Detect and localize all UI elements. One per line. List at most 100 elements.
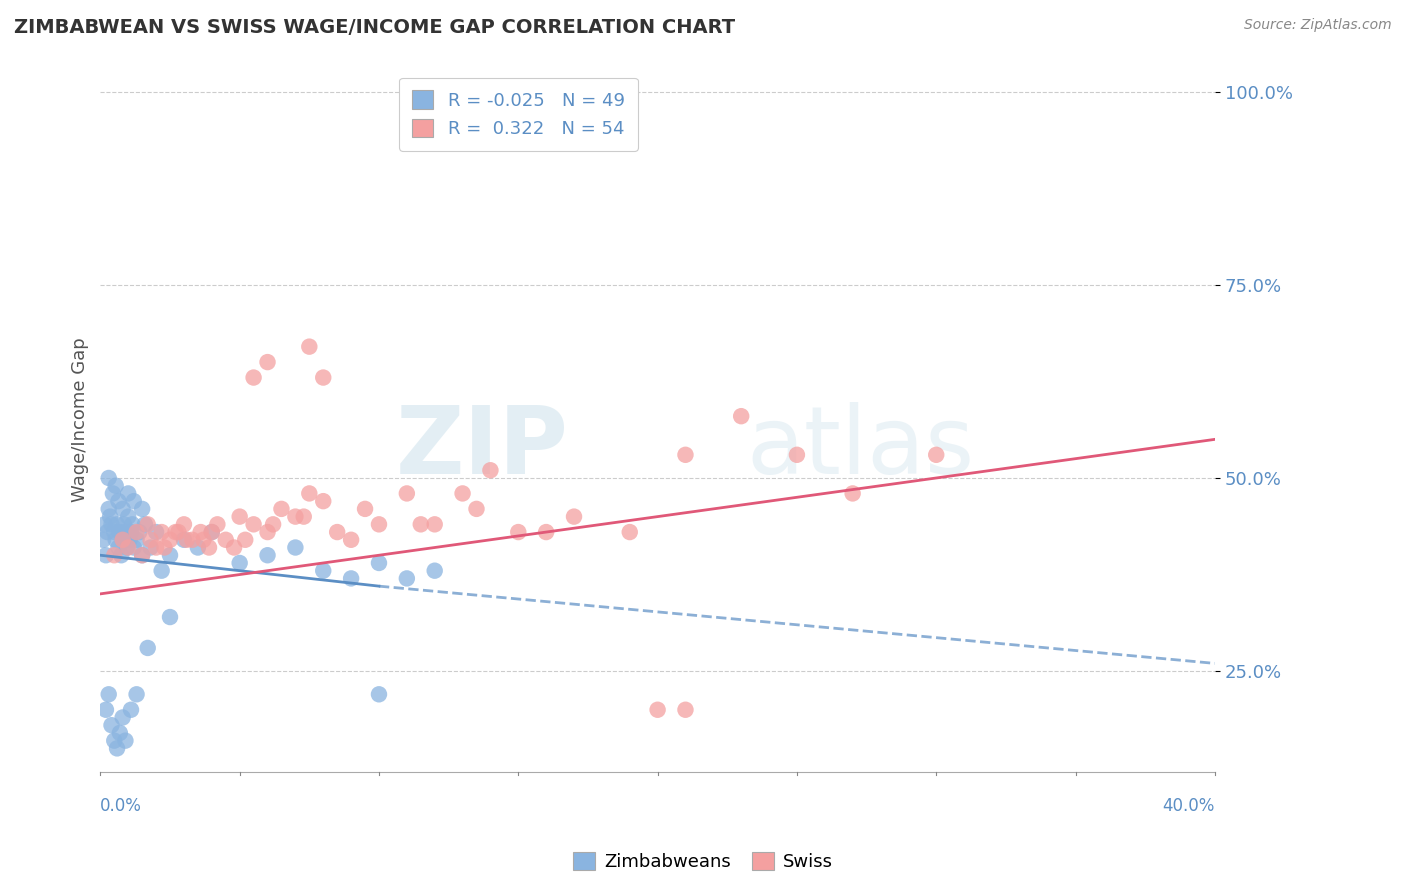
Point — [173, 517, 195, 532]
Point — [100, 718, 122, 732]
Point — [479, 463, 502, 477]
Point — [465, 501, 488, 516]
Point — [103, 548, 125, 562]
Point — [134, 517, 156, 532]
Point — [298, 486, 321, 500]
Point — [201, 524, 224, 539]
Point — [534, 524, 557, 539]
Point — [93, 517, 115, 532]
Point — [104, 533, 127, 547]
Point — [193, 533, 215, 547]
Point — [368, 556, 391, 570]
Point — [298, 340, 321, 354]
Point — [284, 541, 307, 555]
Legend: R = -0.025   N = 49, R =  0.322   N = 54: R = -0.025 N = 49, R = 0.322 N = 54 — [399, 78, 637, 151]
Point — [187, 541, 209, 555]
Point — [312, 564, 335, 578]
Point — [108, 726, 131, 740]
Point — [451, 486, 474, 500]
Point — [159, 610, 181, 624]
Point — [201, 524, 224, 539]
Point — [173, 533, 195, 547]
Point — [925, 448, 948, 462]
Point — [786, 448, 808, 462]
Point — [242, 517, 264, 532]
Point — [105, 741, 128, 756]
Point — [619, 524, 641, 539]
Point — [262, 517, 284, 532]
Point — [98, 509, 121, 524]
Point — [395, 486, 418, 500]
Point — [121, 517, 143, 532]
Point — [97, 471, 120, 485]
Point — [562, 509, 585, 524]
Point — [222, 541, 245, 555]
Text: atlas: atlas — [747, 402, 974, 494]
Text: ZIP: ZIP — [395, 402, 568, 494]
Point — [107, 494, 129, 508]
Text: Source: ZipAtlas.com: Source: ZipAtlas.com — [1244, 18, 1392, 32]
Point — [159, 533, 181, 547]
Point — [108, 524, 131, 539]
Point — [91, 533, 114, 547]
Point — [136, 640, 159, 655]
Point — [131, 548, 153, 562]
Point — [176, 533, 198, 547]
Point — [228, 509, 250, 524]
Point — [312, 370, 335, 384]
Point — [207, 517, 229, 532]
Point — [233, 533, 256, 547]
Point — [368, 687, 391, 701]
Point — [125, 533, 148, 547]
Point — [117, 509, 139, 524]
Point — [112, 517, 135, 532]
Point — [256, 548, 278, 562]
Point — [122, 494, 145, 508]
Point — [136, 517, 159, 532]
Point — [94, 548, 117, 562]
Point — [165, 524, 187, 539]
Point — [114, 524, 136, 539]
Point — [312, 494, 335, 508]
Point — [675, 703, 697, 717]
Point — [117, 541, 139, 555]
Point — [120, 703, 142, 717]
Point — [409, 517, 432, 532]
Point — [395, 571, 418, 585]
Point — [115, 541, 138, 555]
Point — [423, 517, 446, 532]
Text: ZIMBABWEAN VS SWISS WAGE/INCOME GAP CORRELATION CHART: ZIMBABWEAN VS SWISS WAGE/INCOME GAP CORR… — [14, 18, 735, 37]
Point — [256, 524, 278, 539]
Point — [242, 370, 264, 384]
Point — [97, 687, 120, 701]
Point — [145, 541, 167, 555]
Point — [326, 524, 349, 539]
Point — [368, 517, 391, 532]
Point — [111, 710, 134, 724]
Point — [354, 501, 377, 516]
Point — [508, 524, 530, 539]
Point — [117, 486, 139, 500]
Point — [101, 486, 124, 500]
Point — [284, 509, 307, 524]
Point — [139, 541, 162, 555]
Point — [292, 509, 315, 524]
Point — [107, 541, 129, 555]
Point — [190, 524, 212, 539]
Point — [100, 517, 122, 532]
Point — [97, 501, 120, 516]
Y-axis label: Wage/Income Gap: Wage/Income Gap — [72, 338, 89, 502]
Point — [103, 733, 125, 747]
Point — [256, 355, 278, 369]
Point — [150, 524, 173, 539]
Point — [423, 564, 446, 578]
Point — [139, 533, 162, 547]
Point — [730, 409, 752, 424]
Point — [145, 524, 167, 539]
Point — [104, 479, 127, 493]
Point — [841, 486, 863, 500]
Point — [153, 541, 176, 555]
Point — [675, 448, 697, 462]
Point — [122, 541, 145, 555]
Point — [118, 533, 141, 547]
